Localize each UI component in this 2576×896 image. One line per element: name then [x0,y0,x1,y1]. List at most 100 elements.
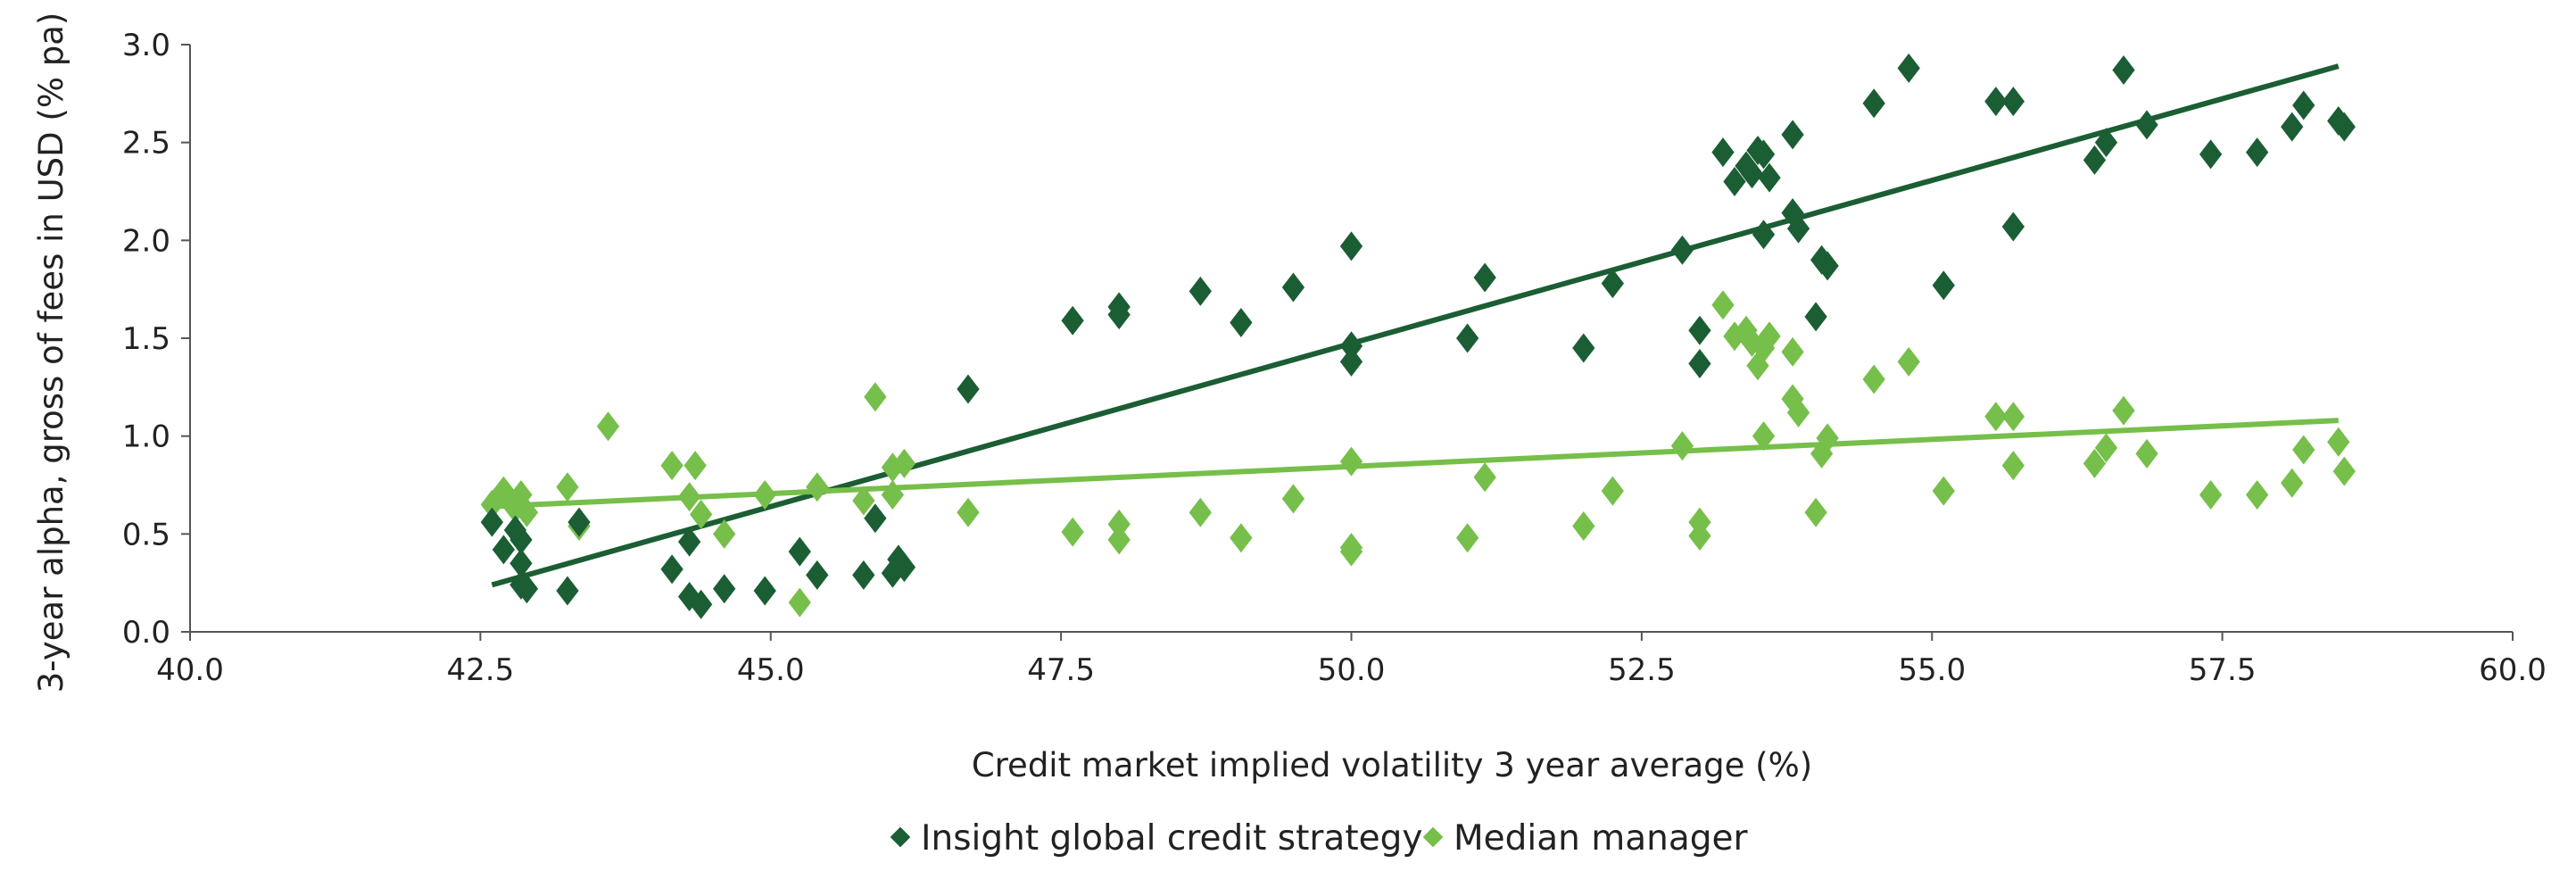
point-series-0 [1572,333,1595,363]
x-tick-label: 57.5 [2189,652,2257,688]
point-series-1 [1230,523,1253,553]
x-tick-label: 55.0 [1898,652,1966,688]
point-series-0 [788,536,811,567]
point-series-0 [1339,231,1363,261]
point-series-0 [1339,346,1363,377]
point-series-0 [1897,53,1920,83]
y-tick-label: 1.5 [122,321,170,357]
point-series-0 [690,589,713,619]
trendlines [491,63,2340,588]
point-series-0 [1816,251,1839,281]
point-series-1 [2292,435,2315,465]
point-series-1 [1804,497,1827,527]
point-series-1 [753,479,776,510]
trendline-series-0 [491,63,2340,588]
point-series-1 [881,479,905,510]
point-series-1 [1281,484,1305,514]
point-series-1 [515,497,539,527]
point-series-0 [1688,349,1711,379]
y-tick-label: 2.0 [122,223,170,259]
point-series-0 [852,560,875,590]
point-series-1 [677,482,701,512]
point-series-1 [1781,384,1804,414]
point-series-1 [1816,423,1839,453]
point-series-0 [957,374,980,404]
point-series-1 [1339,536,1363,567]
point-series-0 [1786,213,1810,244]
point-series-0 [509,548,533,578]
x-tick-label: 50.0 [1318,652,1386,688]
point-series-0 [1601,269,1624,299]
point-series-1 [806,472,829,502]
point-series-0 [1781,198,1804,228]
point-series-1 [2332,456,2356,486]
point-series-0 [2199,139,2223,170]
point-series-1 [1061,517,1084,547]
point-series-1 [2199,479,2223,510]
point-series-0 [753,576,776,606]
point-series-0 [660,554,683,585]
point-series-0 [515,574,539,604]
point-series-1 [2246,479,2269,510]
point-series-1 [1670,431,1694,461]
point-series-1 [1752,421,1776,452]
point-series-0 [713,574,736,604]
point-series-0 [677,527,701,557]
point-series-0 [892,552,916,583]
point-series-1 [1572,511,1595,542]
point-series-0 [1670,235,1694,265]
point-series-1 [1746,351,1769,381]
point-series-0 [2135,110,2158,140]
point-series-1 [2112,395,2135,426]
legend-label-median: Median manager [1454,818,1749,859]
point-series-0 [567,507,591,537]
point-series-1 [1740,327,1764,357]
point-series-1 [1711,290,1735,320]
point-series-0 [2001,212,2025,242]
y-tick-label: 1.0 [122,419,170,455]
point-series-1 [596,411,620,442]
point-series-0 [1456,323,1479,353]
point-series-1 [1107,509,1131,539]
point-series-0 [2246,137,2269,168]
point-series-1 [690,499,713,529]
point-series-1 [1339,446,1363,477]
point-series-0 [2001,87,2025,117]
point-series-0 [1473,262,1496,293]
point-series-1 [1897,346,1920,377]
point-series-1 [1688,521,1711,552]
x-tick-label: 60.0 [2479,652,2547,688]
x-tick-label: 40.0 [156,652,224,688]
point-series-0 [492,535,516,565]
point-series-1 [1984,402,2008,432]
x-tick-label: 42.5 [447,652,515,688]
legend-diamond-icon [890,826,911,848]
legend-item-median: Median manager [1422,818,1749,859]
point-series-1 [2001,451,2025,481]
x-tick-label: 52.5 [1608,652,1676,688]
point-series-1 [2083,448,2107,478]
legend: Insight global credit strategy Median ma… [890,818,1749,859]
point-series-1 [1810,438,1834,469]
y-axis-title: 3-year alpha, gross of fees in USD (% pa… [32,12,70,693]
point-series-1 [1601,476,1624,506]
point-series-1 [1723,321,1746,352]
point-series-0 [1281,272,1305,303]
point-series-0 [1932,270,1955,301]
point-series-0 [1862,88,1885,119]
y-tick-label: 3.0 [122,28,170,63]
point-series-1 [1781,336,1804,367]
point-series-0 [1107,292,1131,322]
point-series-0 [509,525,533,555]
point-series-0 [1230,307,1253,337]
y-tick-label: 0.5 [122,517,170,552]
point-series-0 [864,503,887,534]
y-ticks: 0.0 0.5 1.0 1.5 2.0 2.5 3.0 [122,28,190,651]
point-series-0 [1804,302,1827,332]
point-series-1 [1473,462,1496,493]
point-series-0 [806,560,829,590]
y-tick-label: 2.5 [122,126,170,162]
point-series-0 [1740,159,1764,189]
point-series-1 [683,451,707,481]
